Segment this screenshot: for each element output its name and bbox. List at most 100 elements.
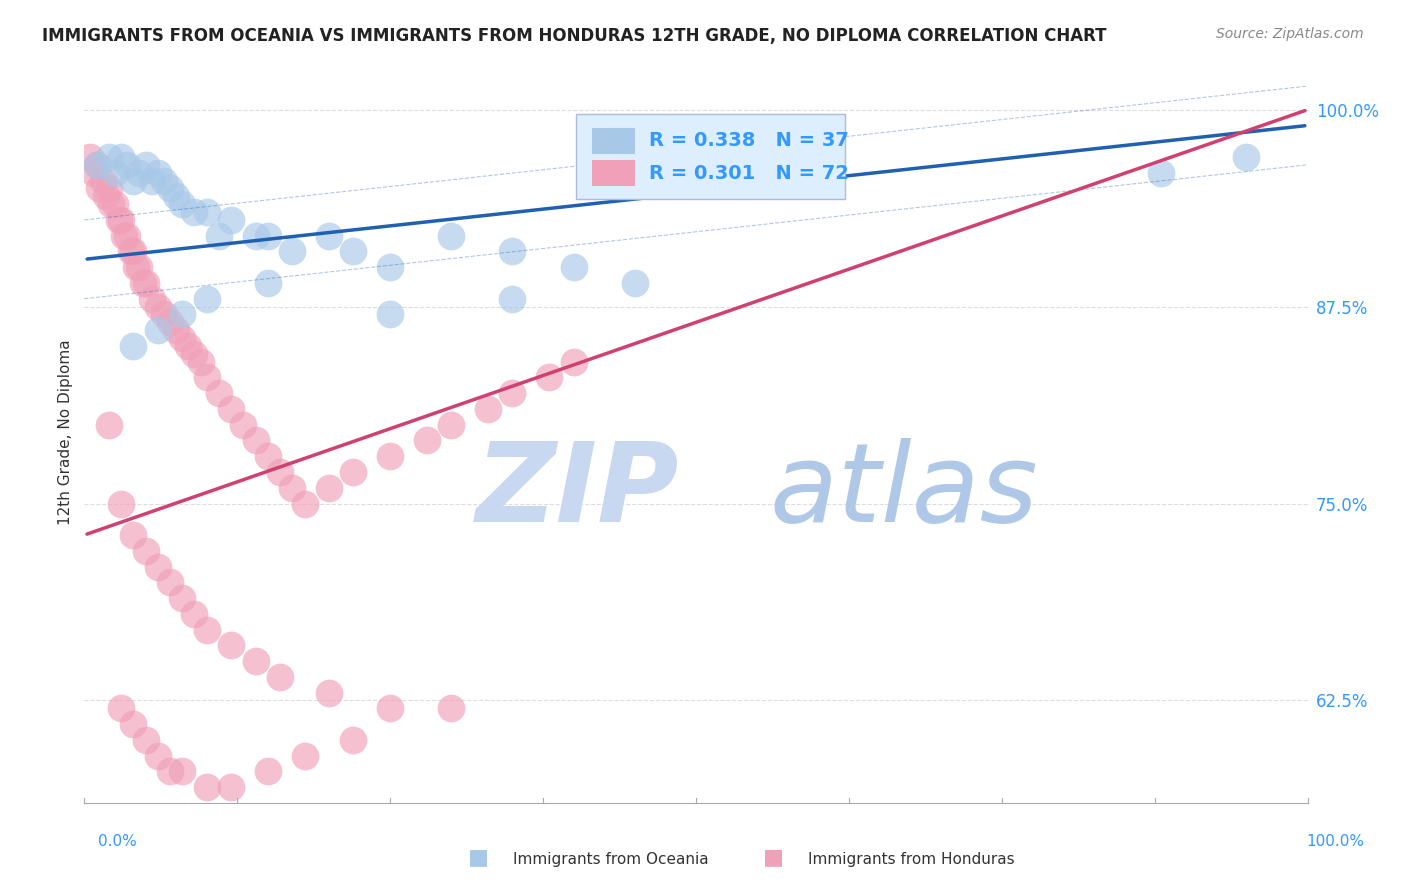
Text: Immigrants from Oceania: Immigrants from Oceania — [513, 852, 709, 867]
Point — [502, 292, 524, 306]
Point — [87, 181, 110, 195]
Point — [135, 732, 157, 747]
Point — [624, 276, 647, 290]
Point — [115, 228, 138, 243]
Text: Source: ZipAtlas.com: Source: ZipAtlas.com — [1216, 27, 1364, 41]
Point — [100, 197, 122, 211]
Text: Immigrants from Honduras: Immigrants from Honduras — [808, 852, 1015, 867]
Y-axis label: 12th Grade, No Diploma: 12th Grade, No Diploma — [58, 340, 73, 525]
Point — [257, 764, 280, 779]
Point — [342, 732, 364, 747]
Point — [97, 181, 120, 195]
Point — [318, 685, 340, 699]
Point — [115, 158, 138, 172]
Point — [172, 308, 194, 322]
Point — [1150, 166, 1173, 180]
Point — [190, 355, 212, 369]
Point — [146, 323, 169, 337]
Text: R = 0.301   N = 72: R = 0.301 N = 72 — [650, 164, 849, 183]
Point — [183, 607, 205, 621]
Point — [219, 213, 242, 227]
Point — [122, 244, 145, 259]
Text: ■: ■ — [468, 847, 488, 867]
Point — [294, 748, 316, 763]
Point — [245, 434, 267, 448]
Text: 0.0%: 0.0% — [98, 834, 138, 849]
Point — [141, 292, 163, 306]
FancyBboxPatch shape — [576, 114, 845, 200]
Point — [96, 189, 118, 203]
Point — [219, 638, 242, 652]
Text: IMMIGRANTS FROM OCEANIA VS IMMIGRANTS FROM HONDURAS 12TH GRADE, NO DIPLOMA CORRE: IMMIGRANTS FROM OCEANIA VS IMMIGRANTS FR… — [42, 27, 1107, 45]
Point — [122, 339, 145, 353]
Point — [159, 181, 181, 195]
Point — [172, 197, 194, 211]
Point — [135, 276, 157, 290]
Point — [125, 260, 148, 275]
Point — [79, 150, 101, 164]
Point — [318, 481, 340, 495]
Point — [440, 417, 463, 432]
Point — [120, 244, 142, 259]
Point — [104, 197, 127, 211]
Point — [172, 591, 194, 605]
Point — [380, 449, 402, 463]
Point — [195, 780, 218, 794]
Point — [172, 331, 194, 345]
Point — [195, 292, 218, 306]
Point — [562, 260, 585, 275]
Point — [195, 370, 218, 384]
Point — [281, 244, 304, 259]
Point — [195, 623, 218, 637]
Point — [183, 205, 205, 219]
Point — [416, 434, 439, 448]
Point — [146, 300, 169, 314]
Point — [146, 166, 169, 180]
Point — [195, 205, 218, 219]
Point — [91, 173, 114, 187]
Point — [294, 496, 316, 510]
Point — [146, 748, 169, 763]
Point — [502, 386, 524, 401]
Point — [110, 213, 132, 227]
Point — [159, 315, 181, 329]
Point — [177, 339, 200, 353]
Point — [245, 654, 267, 668]
Point — [110, 701, 132, 715]
Point — [83, 166, 105, 180]
Point — [122, 717, 145, 731]
Point — [318, 228, 340, 243]
Point — [380, 308, 402, 322]
Point — [562, 355, 585, 369]
Point — [208, 386, 231, 401]
Point — [141, 173, 163, 187]
Point — [112, 228, 135, 243]
Point — [135, 158, 157, 172]
Point — [86, 158, 108, 172]
Point — [165, 323, 187, 337]
Point — [208, 228, 231, 243]
Point — [477, 402, 499, 417]
Point — [269, 670, 291, 684]
Point — [107, 213, 129, 227]
Point — [1236, 150, 1258, 164]
Point — [269, 465, 291, 479]
Point — [153, 308, 176, 322]
Point — [342, 465, 364, 479]
Point — [86, 158, 108, 172]
Point — [135, 543, 157, 558]
FancyBboxPatch shape — [592, 128, 636, 153]
Point — [165, 189, 187, 203]
Point — [257, 276, 280, 290]
Point — [122, 173, 145, 187]
Point — [122, 528, 145, 542]
Point — [146, 559, 169, 574]
Point — [110, 150, 132, 164]
Point — [440, 228, 463, 243]
Point — [380, 260, 402, 275]
Point — [502, 244, 524, 259]
Point — [159, 575, 181, 590]
Point — [110, 496, 132, 510]
Point — [128, 260, 150, 275]
Point — [132, 276, 155, 290]
